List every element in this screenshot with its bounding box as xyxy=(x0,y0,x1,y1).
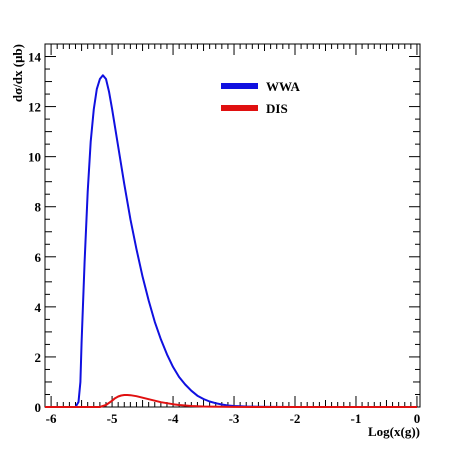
x-tick-label: -4 xyxy=(168,411,179,426)
series-layer xyxy=(45,74,417,408)
x-tick-label: 0 xyxy=(414,411,421,426)
y-tick-label: 4 xyxy=(35,300,42,315)
y-tick-label: 0 xyxy=(35,400,42,415)
legend-label-dis: DIS xyxy=(266,101,288,116)
legend-label-wwa: WWA xyxy=(266,79,301,94)
y-tick-label: 8 xyxy=(35,200,42,215)
y-tick-label: 10 xyxy=(28,150,41,165)
y-axis-title: dσ/dx (μb) xyxy=(10,44,25,102)
x-tick-label: -5 xyxy=(107,411,118,426)
x-tick-label: -6 xyxy=(46,411,57,426)
x-tick-label: -1 xyxy=(351,411,362,426)
series-line-dis xyxy=(45,394,417,408)
series-line-wwa xyxy=(45,74,417,408)
y-tick-label: 12 xyxy=(28,100,41,115)
legend: WWA DIS xyxy=(221,79,301,116)
x-tick-label: -3 xyxy=(229,411,240,426)
y-tick-label: 2 xyxy=(35,350,42,365)
y-tick-label: 6 xyxy=(35,250,42,265)
x-tick-label: -2 xyxy=(290,411,301,426)
plot-frame xyxy=(44,43,421,408)
y-tick-label: 14 xyxy=(28,50,42,65)
x-axis-title: Log(x(g)) xyxy=(368,424,420,439)
axis-ticks: -6 -5 -4 -3 -2 -1 0 0 2 4 6 8 10 12 14 xyxy=(28,43,421,426)
